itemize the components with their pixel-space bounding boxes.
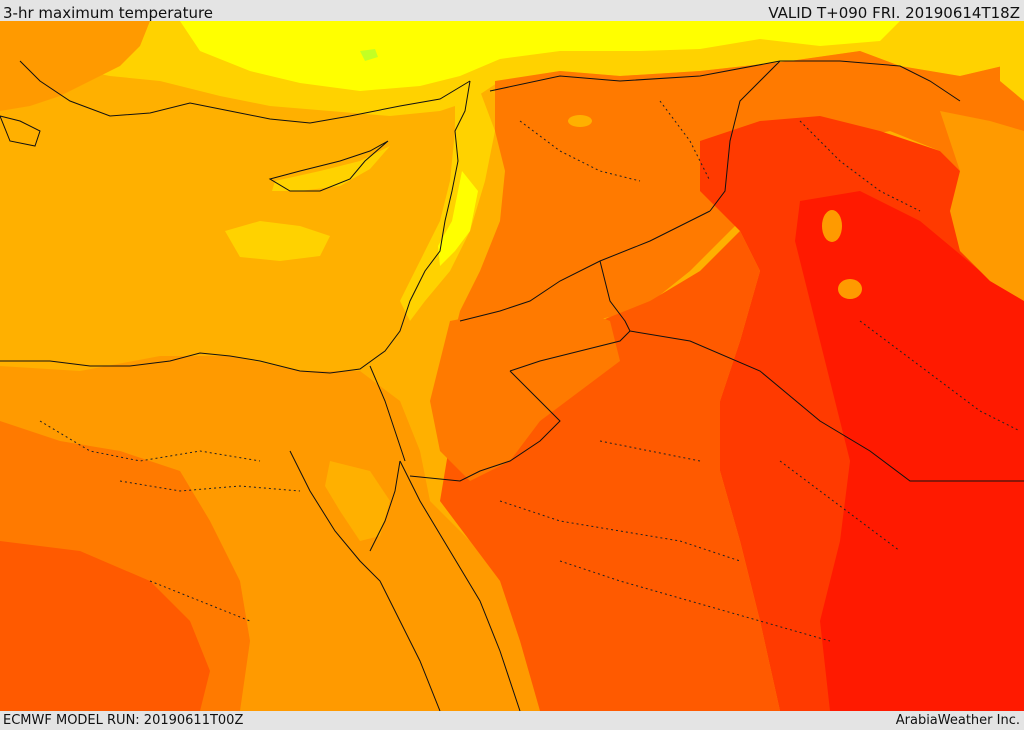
lake-tharthar [822,210,842,242]
footer-bar: ECMWF MODEL RUN: 20190611T00Z ArabiaWeat… [0,711,1024,729]
valid-time: VALID T+090 FRI. 20190614T18Z [768,4,1020,22]
coastlines [0,60,521,711]
egypt-west-red [0,541,210,711]
credit-label: ArabiaWeather Inc. [895,713,1020,728]
province-boundaries [39,100,1021,642]
header-bar: 3-hr maximum temperature VALID T+090 FRI… [0,0,1024,22]
temperature-map[interactable] [0,21,1024,711]
cyprus-patch [272,146,390,191]
levant-coast-cool [400,81,495,321]
anatolia-light-band [180,21,900,91]
sinai-yellow-patch [325,461,390,541]
lake-habbaniyah [838,279,862,299]
zagros-yellow [1000,41,1024,101]
country-borders [369,60,1024,482]
sea-light-patch [225,221,330,261]
jordan-orange [430,301,620,481]
aegean-orange [0,21,150,111]
green-trace [360,49,378,61]
model-run-label: ECMWF MODEL RUN: 20190611T00Z [3,713,244,728]
red-sea [285,451,440,711]
map-title: 3-hr maximum temperature [3,4,214,22]
levant-coast-light [438,171,478,266]
zagros-orange [940,111,1024,301]
map-canvas [0,21,1024,711]
lake-assad [568,115,592,127]
iraq-red [795,191,1024,711]
